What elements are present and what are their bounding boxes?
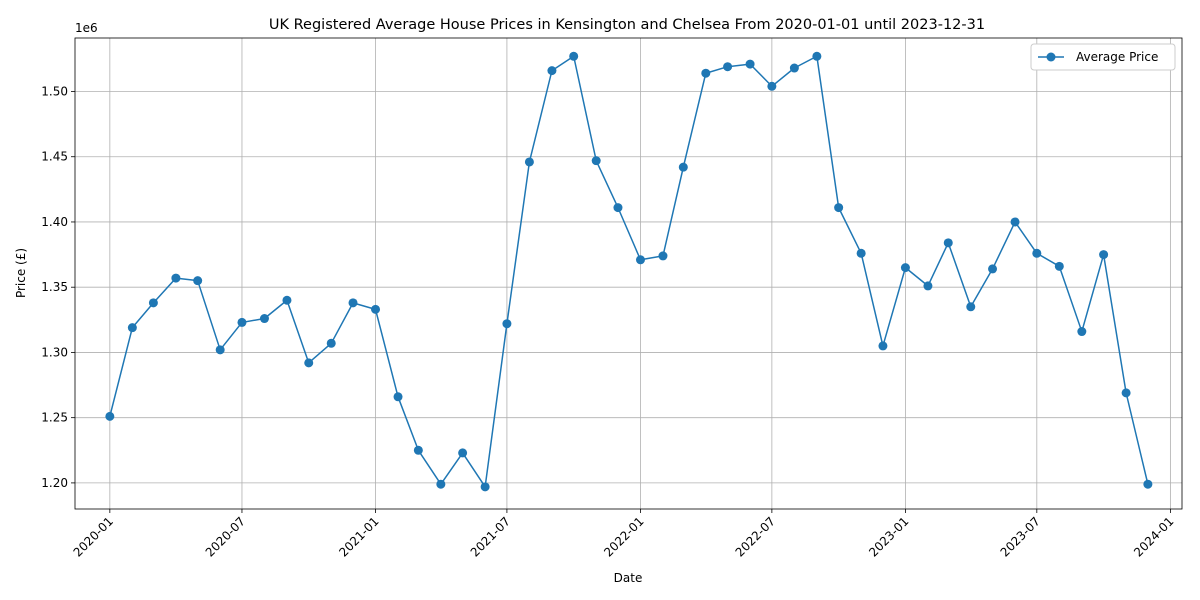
data-point — [878, 341, 888, 351]
data-point — [480, 482, 490, 492]
data-point — [1121, 388, 1131, 398]
data-point — [635, 255, 645, 265]
legend-box — [1030, 43, 1176, 71]
data-point — [943, 238, 953, 248]
y-tick-label: 1.40 — [41, 215, 68, 229]
data-point — [1010, 217, 1020, 227]
data-point — [413, 445, 423, 455]
y-tick-label: 1.25 — [41, 411, 68, 425]
y-tick-label: 1.35 — [41, 280, 68, 294]
data-point — [789, 63, 799, 73]
data-point — [856, 248, 866, 258]
legend: Average Price — [1030, 43, 1176, 71]
data-point — [237, 317, 247, 327]
data-point — [834, 203, 844, 213]
chart-title: UK Registered Average House Prices in Ke… — [269, 17, 985, 33]
data-point — [900, 263, 910, 273]
data-point — [812, 51, 822, 61]
plot-frame — [74, 37, 1183, 510]
y-tick-label: 1.45 — [41, 150, 68, 164]
data-point — [127, 323, 137, 333]
data-point — [723, 62, 733, 72]
x-axis-label: Date — [614, 571, 643, 585]
data-point — [1143, 479, 1153, 489]
data-point — [701, 68, 711, 78]
data-point — [436, 479, 446, 489]
data-point — [966, 302, 976, 312]
data-point — [105, 411, 115, 421]
data-point — [988, 264, 998, 274]
legend-label: Average Price — [1076, 50, 1158, 64]
y-tick-label: 1.30 — [41, 345, 68, 359]
data-point — [371, 304, 381, 314]
series-line — [109, 55, 1149, 488]
data-point — [502, 319, 512, 329]
data-point — [259, 314, 269, 324]
data-point — [326, 338, 336, 348]
data-point — [767, 81, 777, 91]
data-point — [304, 358, 314, 368]
grid-lines — [75, 38, 1182, 509]
data-point — [348, 298, 358, 308]
data-point — [458, 448, 468, 458]
data-point — [393, 392, 403, 402]
data-point — [923, 281, 933, 291]
data-point — [569, 51, 579, 61]
data-point — [1077, 327, 1087, 337]
data-point — [171, 273, 181, 283]
data-point — [193, 276, 203, 286]
legend-marker — [1046, 52, 1056, 62]
y-tick-label: 1.20 — [41, 476, 68, 490]
data-point — [591, 156, 601, 166]
data-point — [678, 162, 688, 172]
data-point — [1054, 261, 1064, 271]
y-axis-label: Price (£) — [14, 248, 28, 298]
data-point — [547, 66, 557, 76]
data-point — [745, 59, 755, 69]
data-point — [148, 298, 158, 308]
data-point — [524, 157, 534, 167]
data-point — [1032, 248, 1042, 258]
y-tick-label: 1.50 — [41, 84, 68, 98]
y-axis-ticks: 1.20 1.25 1.30 1.35 1.40 1.45 1.50 — [41, 84, 75, 490]
data-point — [215, 345, 225, 355]
data-point — [613, 203, 623, 213]
data-point — [282, 295, 292, 305]
data-point — [658, 251, 668, 261]
y-axis-scale-label: 1e6 — [75, 21, 98, 35]
data-point — [1099, 250, 1109, 260]
series-average-price — [105, 51, 1153, 492]
